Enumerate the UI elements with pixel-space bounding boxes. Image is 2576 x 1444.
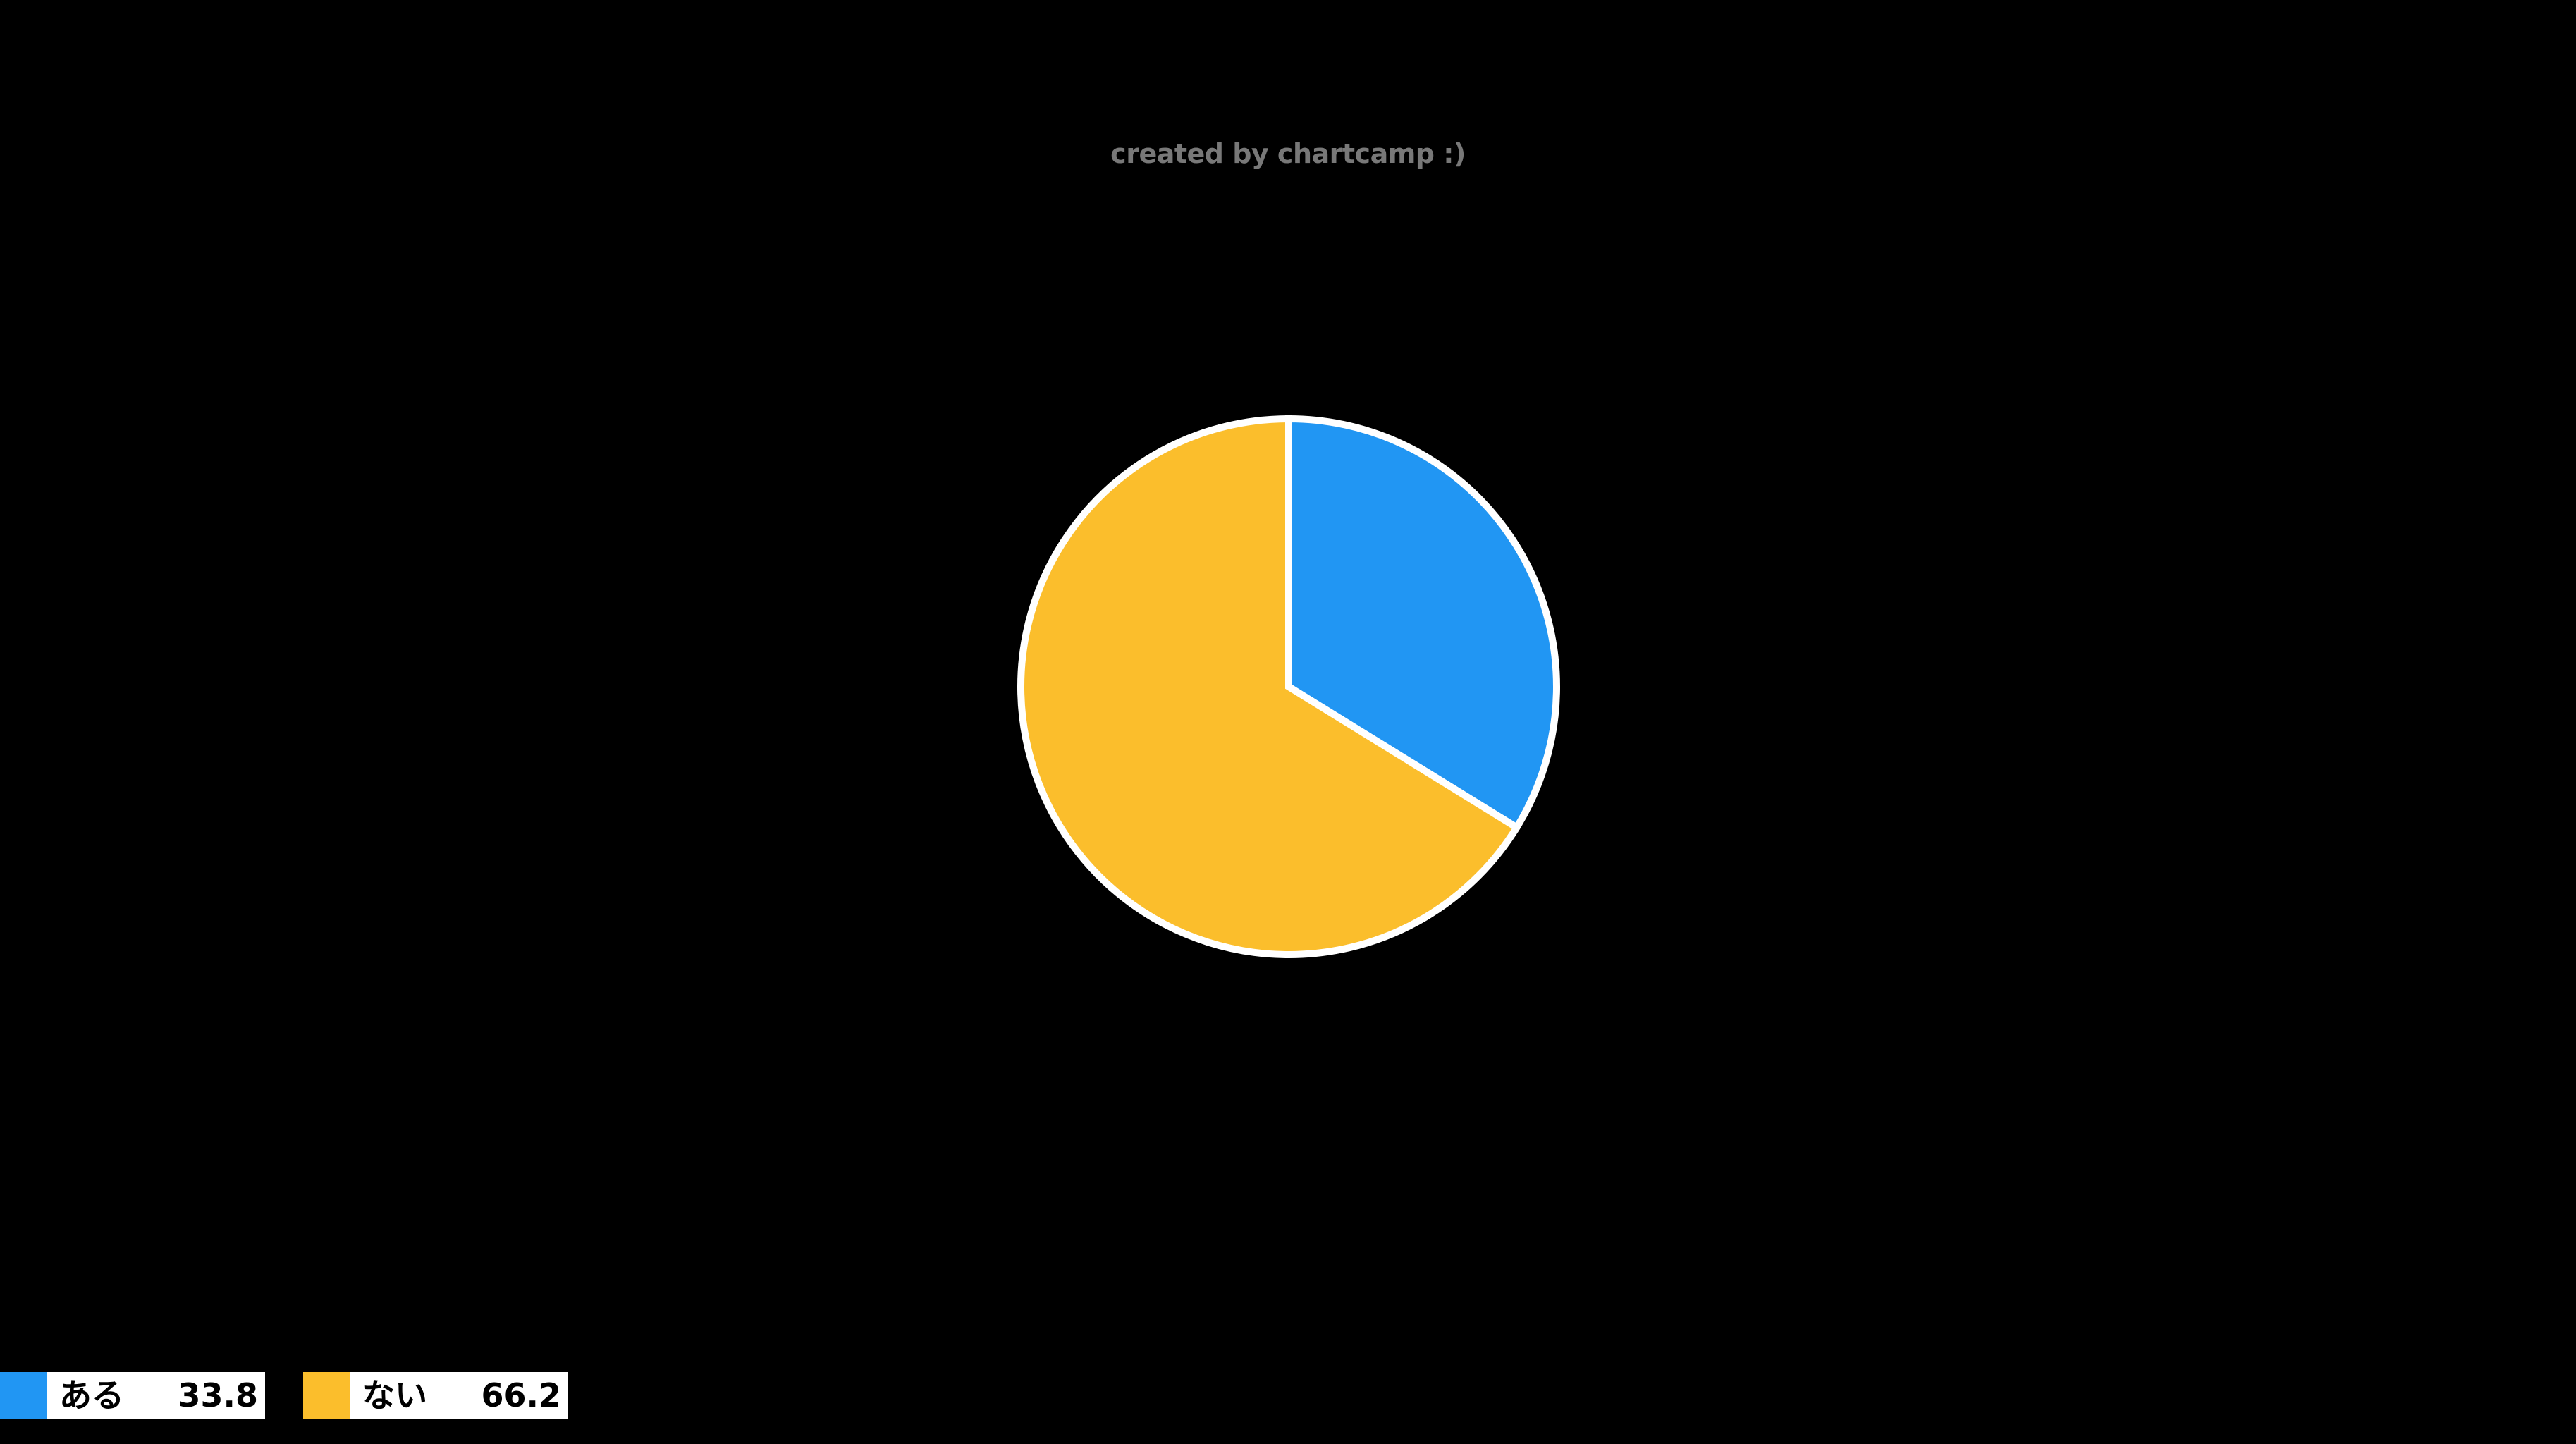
legend-item-aru[interactable]: ある 33.8 (0, 1372, 265, 1419)
legend-label: ある (59, 1376, 124, 1414)
legend-box: ない 66.2 (350, 1372, 568, 1419)
pie-chart (1010, 408, 1567, 965)
legend-value: 66.2 (481, 1376, 562, 1414)
pie-slice-nai[interactable] (1017, 415, 1522, 958)
legend-box: ある 33.8 (47, 1372, 265, 1419)
legend-item-nai[interactable]: ない 66.2 (303, 1372, 568, 1419)
pie-chart-svg (1017, 415, 1560, 958)
legend-swatch-blue-icon (0, 1372, 47, 1419)
watermark-title: created by chartcamp :) (1110, 138, 1466, 169)
legend-label: ない (362, 1376, 427, 1414)
legend-swatch-yellow-icon (303, 1372, 350, 1419)
legend-value: 33.8 (178, 1376, 259, 1414)
